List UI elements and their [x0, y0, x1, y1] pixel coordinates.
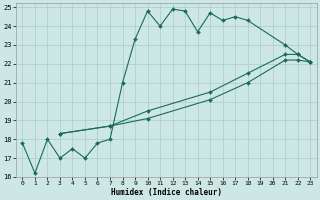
X-axis label: Humidex (Indice chaleur): Humidex (Indice chaleur) — [111, 188, 222, 197]
